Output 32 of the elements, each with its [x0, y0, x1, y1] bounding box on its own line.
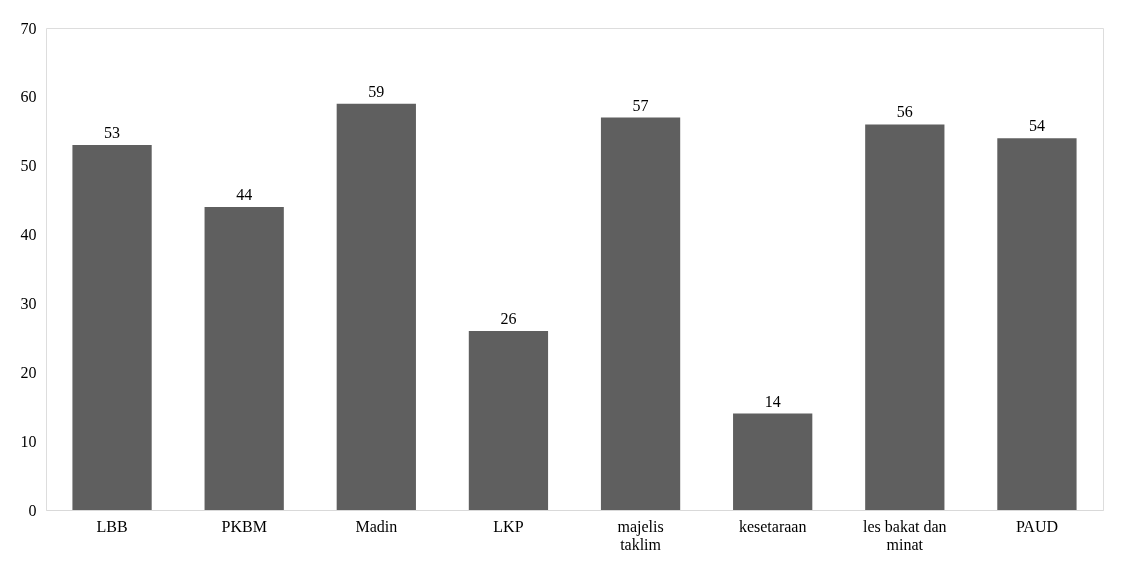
- bar: [204, 207, 284, 510]
- bar: [600, 117, 681, 510]
- x-tick-label: LBB: [96, 517, 128, 535]
- x-tick-label: LKP: [493, 517, 524, 535]
- bar: [865, 124, 945, 510]
- bar: [72, 145, 152, 510]
- data-label: 54: [1028, 117, 1045, 135]
- bar: [468, 330, 549, 510]
- bar: [733, 413, 813, 510]
- y-tick-label: 70: [20, 19, 37, 37]
- y-tick-label: 50: [20, 157, 37, 175]
- data-label: 56: [896, 103, 913, 121]
- x-tick-label: les bakat dan minat: [863, 517, 947, 553]
- y-tick-label: 30: [20, 294, 37, 312]
- bar: [336, 103, 416, 510]
- data-label: 59: [368, 82, 385, 100]
- x-tick-label: kesetaraan: [738, 517, 807, 535]
- y-tick-label: 60: [20, 88, 37, 106]
- data-label: 53: [104, 124, 121, 142]
- y-tick-label: 0: [28, 501, 37, 519]
- data-label: 57: [632, 96, 649, 114]
- y-tick-label: 40: [20, 226, 37, 244]
- x-tick-label: Madin: [355, 517, 398, 535]
- data-label: 44: [236, 186, 253, 204]
- x-tick-label: PAUD: [1015, 517, 1058, 535]
- y-tick-label: 10: [20, 432, 37, 450]
- x-tick-label: majelis taklim: [617, 517, 664, 553]
- data-label: 14: [764, 392, 781, 410]
- x-tick-label: PKBM: [221, 517, 267, 535]
- data-label: 26: [500, 309, 517, 327]
- y-tick-label: 20: [20, 363, 37, 381]
- bar: [997, 138, 1077, 510]
